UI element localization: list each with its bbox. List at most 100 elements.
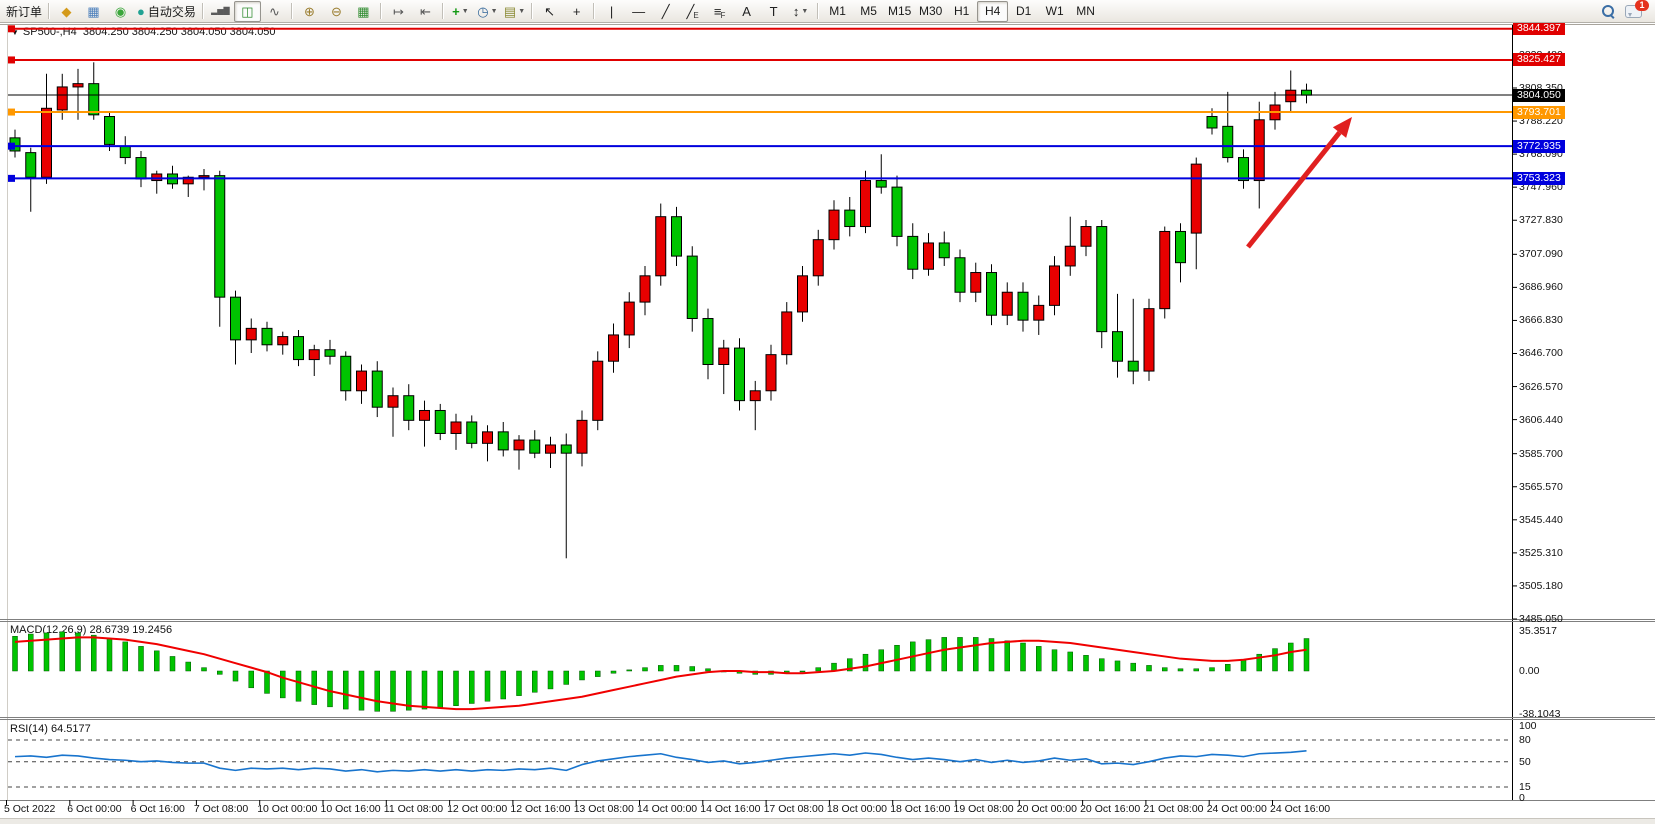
hline-handle[interactable] <box>8 142 15 150</box>
timeframe-m15[interactable]: M15 <box>887 4 912 18</box>
candle <box>198 169 210 191</box>
candle <box>308 344 320 376</box>
candle <box>560 433 572 559</box>
candle <box>576 410 588 467</box>
timeframe-m30[interactable]: M30 <box>918 4 943 18</box>
hline-price-badge: 3844.397 <box>1513 22 1565 36</box>
time-axis-label: 6 Oct 00:00 <box>67 803 122 815</box>
zoom-out-button[interactable]: ⊖ <box>330 3 342 19</box>
candle <box>671 206 682 266</box>
arrow-annotation[interactable] <box>1246 117 1352 249</box>
candle <box>135 150 147 188</box>
toolbar-group: + ▼ ◷ ▼ ▤ ▼ <box>447 0 528 22</box>
candle <box>891 175 903 247</box>
price-tick-label: 3626.570 <box>1519 380 1563 393</box>
candle <box>970 262 982 303</box>
timeframe-d1[interactable]: D1 <box>1015 4 1032 18</box>
timeframe-group: M1 M5 M15 M30 H1 H4 D1 W1 MN <box>822 0 1101 22</box>
candle <box>151 170 163 194</box>
trendline-button[interactable]: ╱ <box>661 3 670 19</box>
window-bottom-edge <box>0 818 1655 824</box>
hline-handle[interactable] <box>8 174 15 182</box>
timeframe-h4[interactable]: H4 <box>977 0 1009 22</box>
candle <box>1127 298 1139 385</box>
fibonacci-button[interactable]: ≡ F <box>713 3 726 20</box>
timeframe-m1[interactable]: M1 <box>829 4 846 18</box>
vertical-line-button[interactable]: | <box>609 3 614 19</box>
candle <box>844 196 856 237</box>
timeframe-w1[interactable]: W1 <box>1045 4 1064 18</box>
candle <box>403 384 415 431</box>
horizontal-line-button[interactable]: — <box>632 3 646 19</box>
auto-scroll-button[interactable]: ↦ <box>392 3 404 19</box>
candle <box>907 223 919 280</box>
label-button[interactable]: T <box>769 3 778 19</box>
pane-frame <box>0 24 1655 805</box>
candle <box>686 246 698 332</box>
candle <box>1253 101 1265 209</box>
channel-button[interactable]: ╱ E <box>686 3 699 20</box>
cursor-button[interactable]: ↖ <box>544 3 556 19</box>
candle <box>450 413 462 450</box>
rsi-scale-label: 0 <box>1519 791 1525 804</box>
candle <box>261 321 273 352</box>
signal-icon[interactable]: ◉ <box>114 3 127 19</box>
chat-icon[interactable]: 1 <box>1625 0 1649 18</box>
candle <box>1222 91 1234 163</box>
bar-chart-button[interactable]: ▂▅▇ <box>211 6 230 15</box>
toolbar: 新订单 ◆ ▦ ◉ ● 自动交易 ▂▅▇ ◫ ∿ ⊕ ⊖ ▦ ↦ ⇤ + ▼ ◷ ▼ ▤ ▼ ↖ + | — ╱ ╱ E ≡ F A T ↕ ▼… <box>0 0 1655 23</box>
price-tick-label: 3686.960 <box>1519 281 1563 294</box>
time-axis-label: 5 Oct 2022 <box>4 803 56 815</box>
periods-button[interactable]: ◷ ▼ <box>477 3 498 19</box>
symbol-marker-icon: ▼ <box>11 28 19 37</box>
chart-shift-button[interactable]: ⇤ <box>419 3 431 19</box>
rsi-levels <box>8 739 1512 788</box>
toolbar-separator <box>817 3 820 19</box>
hline-price-badge: 3825.427 <box>1513 53 1565 67</box>
candle <box>734 338 745 411</box>
indicators-button[interactable]: + ▼ <box>452 3 469 19</box>
time-axis-label: 19 Oct 08:00 <box>953 803 1014 815</box>
arrows-button[interactable]: ↕ ▼ <box>792 3 809 19</box>
new-order-button[interactable]: 新订单 <box>6 4 43 19</box>
order-diamond-icon[interactable]: ◆ <box>61 3 72 19</box>
market-watch-icon[interactable]: ▦ <box>87 3 100 19</box>
zoom-in-button[interactable]: ⊕ <box>303 3 315 19</box>
price-tick-label: 3505.180 <box>1519 579 1563 592</box>
candle <box>277 331 289 355</box>
autotrade-button[interactable]: ● 自动交易 <box>137 3 196 19</box>
hline-handle[interactable] <box>8 108 15 116</box>
candle <box>119 136 131 165</box>
line-chart-button[interactable]: ∿ <box>268 3 280 19</box>
tile-windows-button[interactable]: ▦ <box>357 3 370 19</box>
hline-price-badge: 3793.701 <box>1513 105 1565 119</box>
candle <box>702 308 714 380</box>
timeframe-mn[interactable]: MN <box>1076 4 1095 18</box>
toolbar-group: ↦ ⇤ <box>385 0 439 22</box>
macd-group <box>12 631 1310 712</box>
candle <box>875 154 887 194</box>
candlestick-button[interactable]: ◫ <box>233 0 261 22</box>
candle <box>167 165 178 189</box>
crosshair-button[interactable]: + <box>572 3 581 19</box>
candles-group <box>9 62 1312 559</box>
toolbar-group: ▂▅▇ ◫ ∿ <box>207 0 288 22</box>
price-tick-label: 3606.440 <box>1519 413 1563 426</box>
timeframe-m5[interactable]: M5 <box>860 4 877 18</box>
current-price-badge: 3804.050 <box>1513 88 1565 102</box>
hline-handle[interactable] <box>8 25 15 33</box>
candle <box>986 264 997 326</box>
candle <box>434 403 446 441</box>
rsi-name: RSI(14) <box>10 723 48 735</box>
candle <box>1285 70 1297 112</box>
candle <box>245 318 257 354</box>
text-button[interactable]: A <box>742 3 751 19</box>
timeframe-h1[interactable]: H1 <box>953 4 970 18</box>
search-icon[interactable] <box>1602 4 1615 18</box>
toolbar-group: ⊕ ⊖ ▦ <box>296 0 377 22</box>
templates-button[interactable]: ▤ ▼ <box>503 3 526 19</box>
toolbar-separator <box>379 3 382 19</box>
toolbar-separator <box>48 3 51 19</box>
hline-handle[interactable] <box>8 56 15 64</box>
